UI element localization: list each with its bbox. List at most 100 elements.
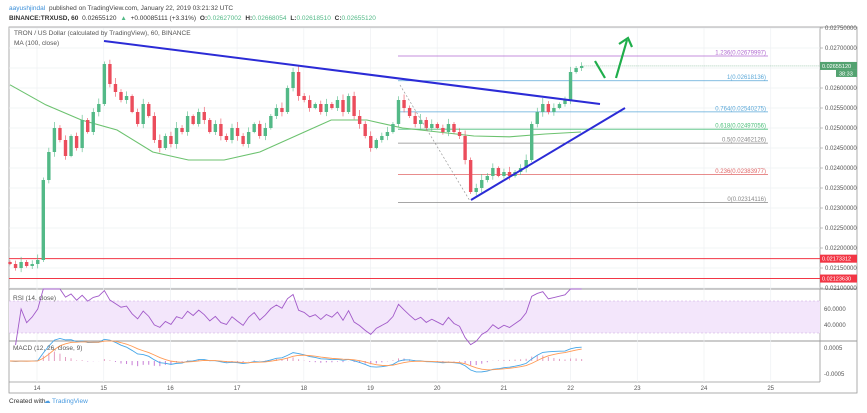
candle xyxy=(191,116,195,124)
candle xyxy=(480,180,484,188)
candle xyxy=(8,262,12,264)
candle xyxy=(135,112,140,124)
fib-level-label: 0.236(0.02383977) xyxy=(715,169,766,175)
support-price-tag xyxy=(820,254,857,263)
candle xyxy=(41,180,45,260)
candle xyxy=(224,136,229,140)
candle xyxy=(413,116,417,124)
candle xyxy=(502,172,506,176)
candle xyxy=(330,104,334,108)
candle xyxy=(74,136,79,148)
time-axis[interactable]: 14 15 16 17 18 19 20 21 22 23 24 25 xyxy=(34,386,775,392)
rsi-band xyxy=(9,301,820,333)
time-axis-label: 14 xyxy=(34,386,41,392)
candle xyxy=(485,176,489,180)
ma-legend[interactable]: MA (100, close) xyxy=(14,40,59,47)
chart-legend-title: TRON / US Dollar (calculated by TradingV… xyxy=(14,30,191,37)
candle xyxy=(208,120,212,132)
up-arrow-line[interactable] xyxy=(614,39,629,79)
candle xyxy=(369,136,373,148)
candle xyxy=(302,96,306,100)
open-value: 0.02627002 xyxy=(207,15,242,22)
candle xyxy=(280,108,284,112)
candle xyxy=(108,64,112,84)
candle xyxy=(91,112,95,132)
candle xyxy=(258,124,262,136)
rsi-axis-label: 40.0000 xyxy=(824,323,846,329)
candle xyxy=(324,104,329,112)
candle xyxy=(435,124,440,128)
candle xyxy=(285,88,290,112)
candle xyxy=(507,172,512,176)
price-axis-label: 0.02250000 xyxy=(825,226,857,232)
support-price-label: 0.02123630 xyxy=(822,277,851,283)
time-axis-label: 25 xyxy=(767,386,774,392)
bearish-trend-line[interactable] xyxy=(103,40,601,105)
candle xyxy=(496,168,501,176)
candle xyxy=(374,140,378,148)
candle xyxy=(441,128,445,132)
candle xyxy=(557,104,562,108)
rsi-axis-label: 60.0000 xyxy=(824,307,846,313)
tradingview-link[interactable]: TradingView xyxy=(52,398,88,405)
candle xyxy=(341,100,345,112)
current-price-label: 0.02655120 xyxy=(822,64,851,70)
candle xyxy=(47,152,51,180)
price-axis-label: 0.02150000 xyxy=(825,266,857,272)
candle xyxy=(424,120,428,128)
header-line: aayushjindal published on TradingView.co… xyxy=(9,5,233,12)
candle xyxy=(535,112,539,124)
candle xyxy=(86,120,90,132)
macd-legend[interactable]: MACD (12, 26, close, 9) xyxy=(13,345,82,352)
candle xyxy=(147,104,151,116)
fib-trend-line[interactable] xyxy=(399,84,471,202)
candle xyxy=(246,132,251,144)
ma-100-line xyxy=(9,84,582,161)
candle xyxy=(552,108,556,112)
candle xyxy=(241,136,245,144)
candle xyxy=(152,116,156,140)
candle xyxy=(19,262,23,268)
fib-level-label: 1.236(0.02679997) xyxy=(715,51,766,57)
fib-retracement[interactable]: 1.236(0.02679997) 1(0.02618136) 0.764(0.02… xyxy=(9,51,820,280)
candle xyxy=(357,116,362,124)
candle xyxy=(263,128,267,136)
time-axis-label: 19 xyxy=(367,386,374,392)
price-axis-label: 0.02750000 xyxy=(825,26,857,32)
created-with: Created with xyxy=(9,398,46,405)
price-axis[interactable]: 0.02750000 0.02700000 0.02600000 0.02550000… xyxy=(581,26,858,292)
candle xyxy=(174,128,179,144)
candle xyxy=(158,140,162,148)
price-axis-label: 0.02200000 xyxy=(825,246,857,252)
fib-level-label: 0.764(0.02540275) xyxy=(715,106,766,112)
tradingview-logo-icon[interactable]: ☁ xyxy=(44,398,51,405)
candle xyxy=(291,72,295,88)
candle xyxy=(202,112,206,120)
candle xyxy=(568,72,573,100)
price-axis-label: 0.02600000 xyxy=(825,86,857,92)
price-axis-label: 0.02400000 xyxy=(825,166,857,172)
candle xyxy=(363,124,367,136)
candles xyxy=(8,59,584,273)
candle xyxy=(457,132,462,136)
time-axis-label: 22 xyxy=(567,386,574,392)
candle xyxy=(269,116,273,128)
time-axis-label: 18 xyxy=(300,386,307,392)
candle xyxy=(446,124,451,132)
candle xyxy=(313,104,317,108)
candle xyxy=(52,128,57,152)
pullback-arrow-line[interactable] xyxy=(594,60,606,79)
fib-level-label: 0.618(0.02497056) xyxy=(715,124,766,130)
price-axis-label: 0.02450000 xyxy=(825,146,857,152)
candle xyxy=(546,104,551,112)
candle xyxy=(296,72,301,96)
candle xyxy=(63,140,68,156)
macd-axis-label: -0.0005 xyxy=(824,372,845,378)
countdown-tag xyxy=(836,69,857,77)
rsi-legend[interactable]: RSI (14, close) xyxy=(13,295,56,302)
author-link[interactable]: aayushjindal xyxy=(9,5,46,12)
bullish-trend-line[interactable] xyxy=(470,107,626,201)
candle xyxy=(463,136,467,160)
price-axis-label: 0.02700000 xyxy=(825,46,857,52)
